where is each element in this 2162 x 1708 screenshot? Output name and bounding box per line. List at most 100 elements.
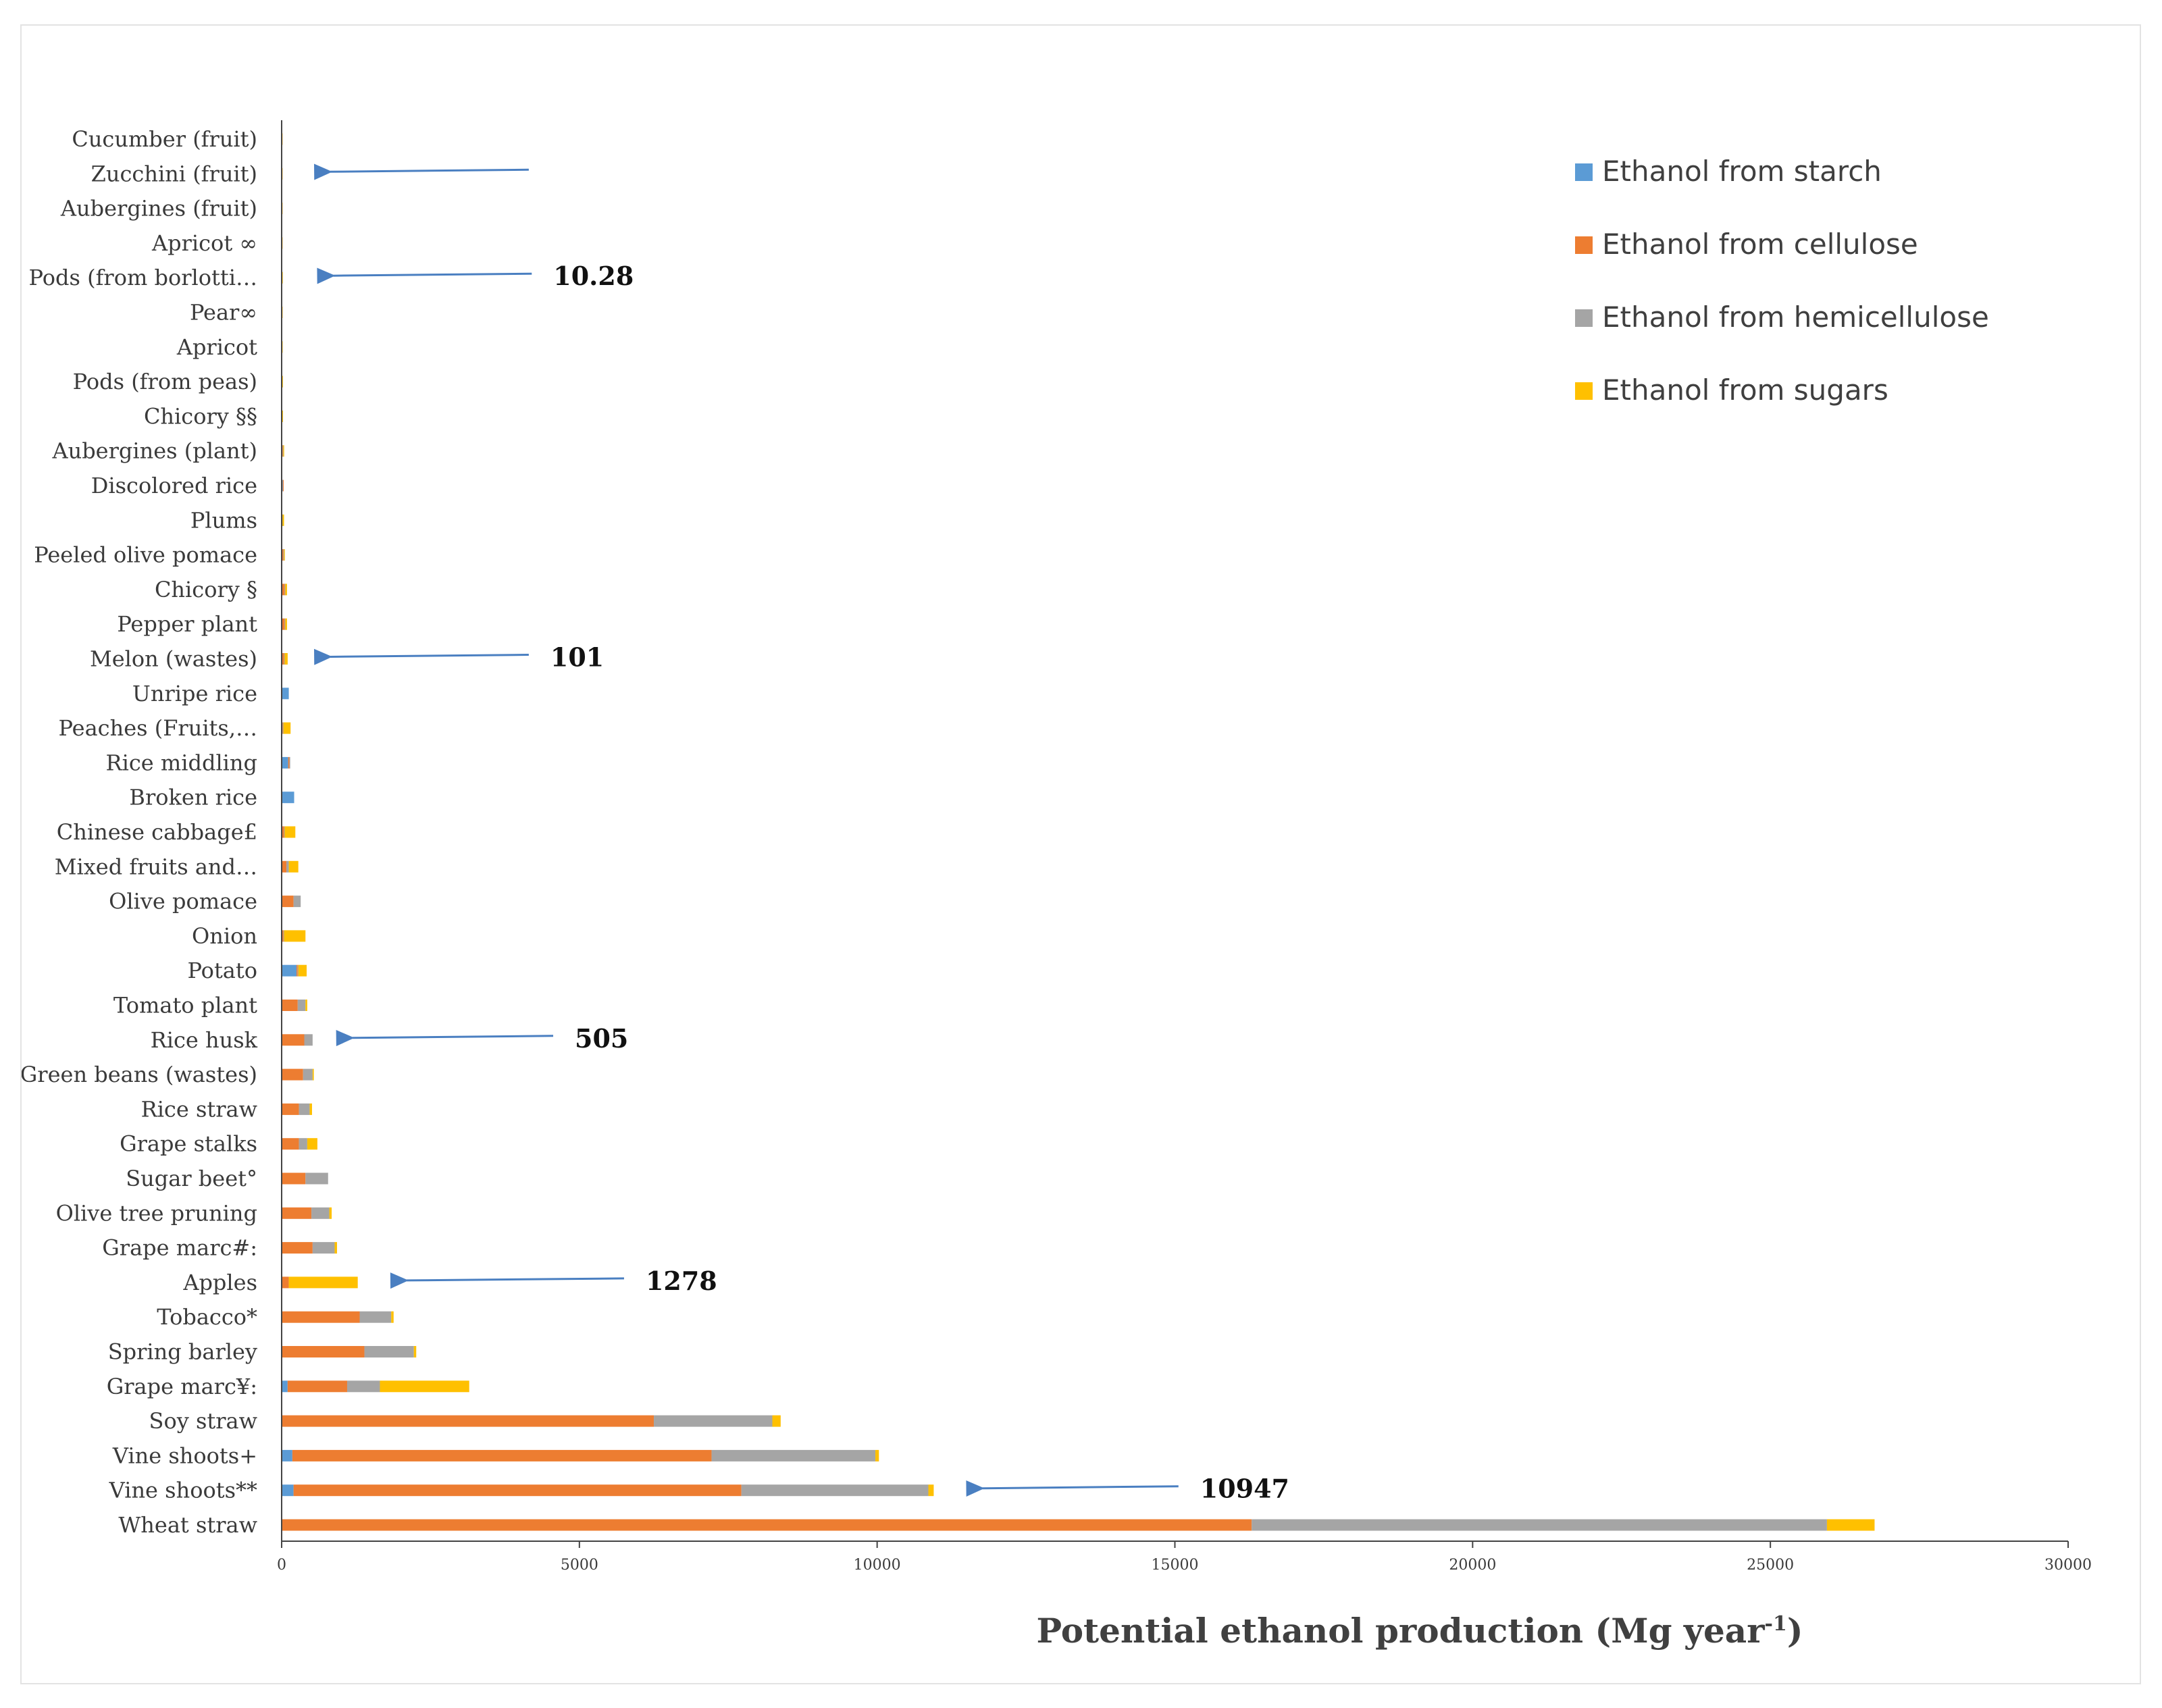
legend-label: Ethanol from hemicellulose <box>1602 301 1989 334</box>
category-label: Rice middling <box>106 750 257 775</box>
bar-segment-2-row-23 <box>282 896 294 908</box>
bar-segment-1-row-40 <box>282 1484 294 1497</box>
legend: Ethanol from starch Ethanol from cellulos… <box>1575 155 1989 407</box>
annotation-label: 10947 <box>1200 1474 1289 1504</box>
category-label: Cucumber (fruit) <box>72 126 257 152</box>
bar-segment-2-row-38 <box>282 1415 654 1427</box>
category-label: Olive pomace <box>109 889 257 914</box>
category-label: Chinese cabbage£ <box>57 819 257 845</box>
bar-segment-4-row-15 <box>285 618 287 630</box>
bar-segment-2-row-32 <box>282 1207 312 1219</box>
category-label: Melon (wastes) <box>90 646 257 672</box>
category-label: Aubergines (fruit) <box>60 196 257 222</box>
bar-segment-3-row-23 <box>293 896 301 908</box>
bar-segment-4-row-40 <box>928 1484 934 1497</box>
x-tick-label: 20000 <box>1449 1557 1496 1574</box>
bar-segment-3-row-21 <box>284 826 285 838</box>
category-label: Zucchini (fruit) <box>91 161 257 186</box>
category-label: Chicory § <box>155 577 257 602</box>
category-label: Soy straw <box>149 1408 257 1434</box>
bar-segment-2-row-34 <box>282 1276 289 1289</box>
bar-segment-4-row-29 <box>309 1103 312 1115</box>
bar-segment-2-row-41 <box>282 1519 1252 1531</box>
bar-segment-1-row-19 <box>282 756 288 769</box>
bar-segment-4-row-10 <box>283 445 284 457</box>
bar-segment-2-row-27 <box>282 1034 305 1046</box>
category-labels: Cucumber (fruit) Zucchini (fruit) Aubergin… <box>22 126 258 1538</box>
bar-segment-2-row-14 <box>282 584 285 596</box>
bar-segment-2-row-28 <box>282 1068 303 1081</box>
category-label: Pods (from borlotti… <box>29 265 257 290</box>
bar-segment-4-row-21 <box>284 826 296 838</box>
bar-segment-2-row-13 <box>282 549 284 561</box>
category-label: Tomato plant <box>113 993 257 1018</box>
bar-segment-4-row-16 <box>284 653 288 665</box>
bar-segment-3-row-18 <box>282 722 284 734</box>
x-tick-label: 25000 <box>1747 1557 1794 1574</box>
bar-segment-4-row-33 <box>334 1242 337 1254</box>
bar-segment-4-row-34 <box>288 1276 358 1289</box>
bar-segment-4-row-28 <box>312 1068 314 1081</box>
bar-segment-1-row-37 <box>282 1380 288 1393</box>
category-label: Broken rice <box>129 785 257 810</box>
bars-group <box>282 133 1875 1531</box>
category-label: Unripe rice <box>132 681 257 706</box>
axes <box>281 120 2069 1548</box>
x-axis-title: Potential ethanol production (Mg year-1) <box>1036 1611 1803 1651</box>
bar-segment-3-row-26 <box>297 1000 306 1011</box>
annotation-arrow <box>314 648 529 665</box>
category-label: Pear∞ <box>190 300 257 326</box>
category-label: Discolored rice <box>91 473 257 498</box>
bar-segment-2-row-26 <box>282 1000 298 1011</box>
bar-segment-2-row-16 <box>282 653 284 665</box>
bar-segment-4-row-30 <box>307 1138 317 1150</box>
bar-segment-4-row-36 <box>413 1346 417 1357</box>
bar-segment-2-row-25 <box>297 964 298 977</box>
bar-segment-3-row-40 <box>741 1484 929 1497</box>
bar-segment-2-row-15 <box>282 618 285 630</box>
bar-segment-4-row-22 <box>288 860 299 873</box>
bar-segment-3-row-28 <box>303 1068 313 1081</box>
bar-segment-2-row-24 <box>282 930 284 942</box>
bar-segment-3-row-37 <box>346 1380 380 1393</box>
x-tick-label: 10000 <box>854 1557 901 1574</box>
bar-segment-3-row-29 <box>299 1103 310 1115</box>
bar-segment-3-row-25 <box>297 964 299 977</box>
bar-segment-1-row-20 <box>282 792 294 804</box>
category-label: Peaches (Fruits,… <box>59 715 257 741</box>
bar-segment-3-row-22 <box>286 860 289 873</box>
bar-segment-3-row-31 <box>305 1172 328 1185</box>
bar-segment-3-row-16 <box>284 653 285 665</box>
bar-segment-4-row-26 <box>305 1000 307 1011</box>
legend-label: Ethanol from sugars <box>1602 373 1888 407</box>
bar-segment-4-row-41 <box>1826 1519 1875 1531</box>
category-label: Grape stalks <box>120 1131 257 1157</box>
legend-label: Ethanol from starch <box>1602 155 1882 188</box>
bar-segment-3-row-39 <box>711 1449 876 1461</box>
bar-segment-4-row-25 <box>298 964 307 977</box>
category-label: Spring barley <box>108 1339 257 1365</box>
bar-segment-3-row-27 <box>304 1034 313 1046</box>
annotation-label: 1278 <box>646 1266 717 1296</box>
category-label: Onion <box>192 923 257 949</box>
legend-swatch <box>1575 382 1593 400</box>
x-tick-label: 5000 <box>561 1557 598 1574</box>
category-label: Pepper plant <box>117 611 257 637</box>
legend-swatch <box>1575 236 1593 254</box>
chart-frame: Cucumber (fruit) Zucchini (fruit) Aubergin… <box>20 24 2141 1684</box>
legend-swatch <box>1575 163 1593 181</box>
x-tick-labels: 0 5000 10000 15000 20000 25000 30000 <box>277 1557 2092 1574</box>
bar-segment-3-row-10 <box>282 445 284 457</box>
bar-segment-2-row-39 <box>292 1449 712 1461</box>
bar-segment-2-row-22 <box>282 860 287 873</box>
category-label: Plums <box>190 507 257 533</box>
legend-label: Ethanol from cellulose <box>1602 228 1918 261</box>
bar-segment-1-row-39 <box>282 1449 292 1461</box>
x-axis-title-close: ) <box>1787 1611 1803 1651</box>
annotation-arrow <box>390 1272 624 1289</box>
x-axis-title-superscript: -1 <box>1765 1612 1787 1636</box>
bar-segment-2-row-35 <box>282 1311 360 1323</box>
category-label: Apples <box>182 1270 257 1295</box>
annotation-arrow <box>336 1030 554 1047</box>
bar-segment-3-row-19 <box>289 756 290 769</box>
